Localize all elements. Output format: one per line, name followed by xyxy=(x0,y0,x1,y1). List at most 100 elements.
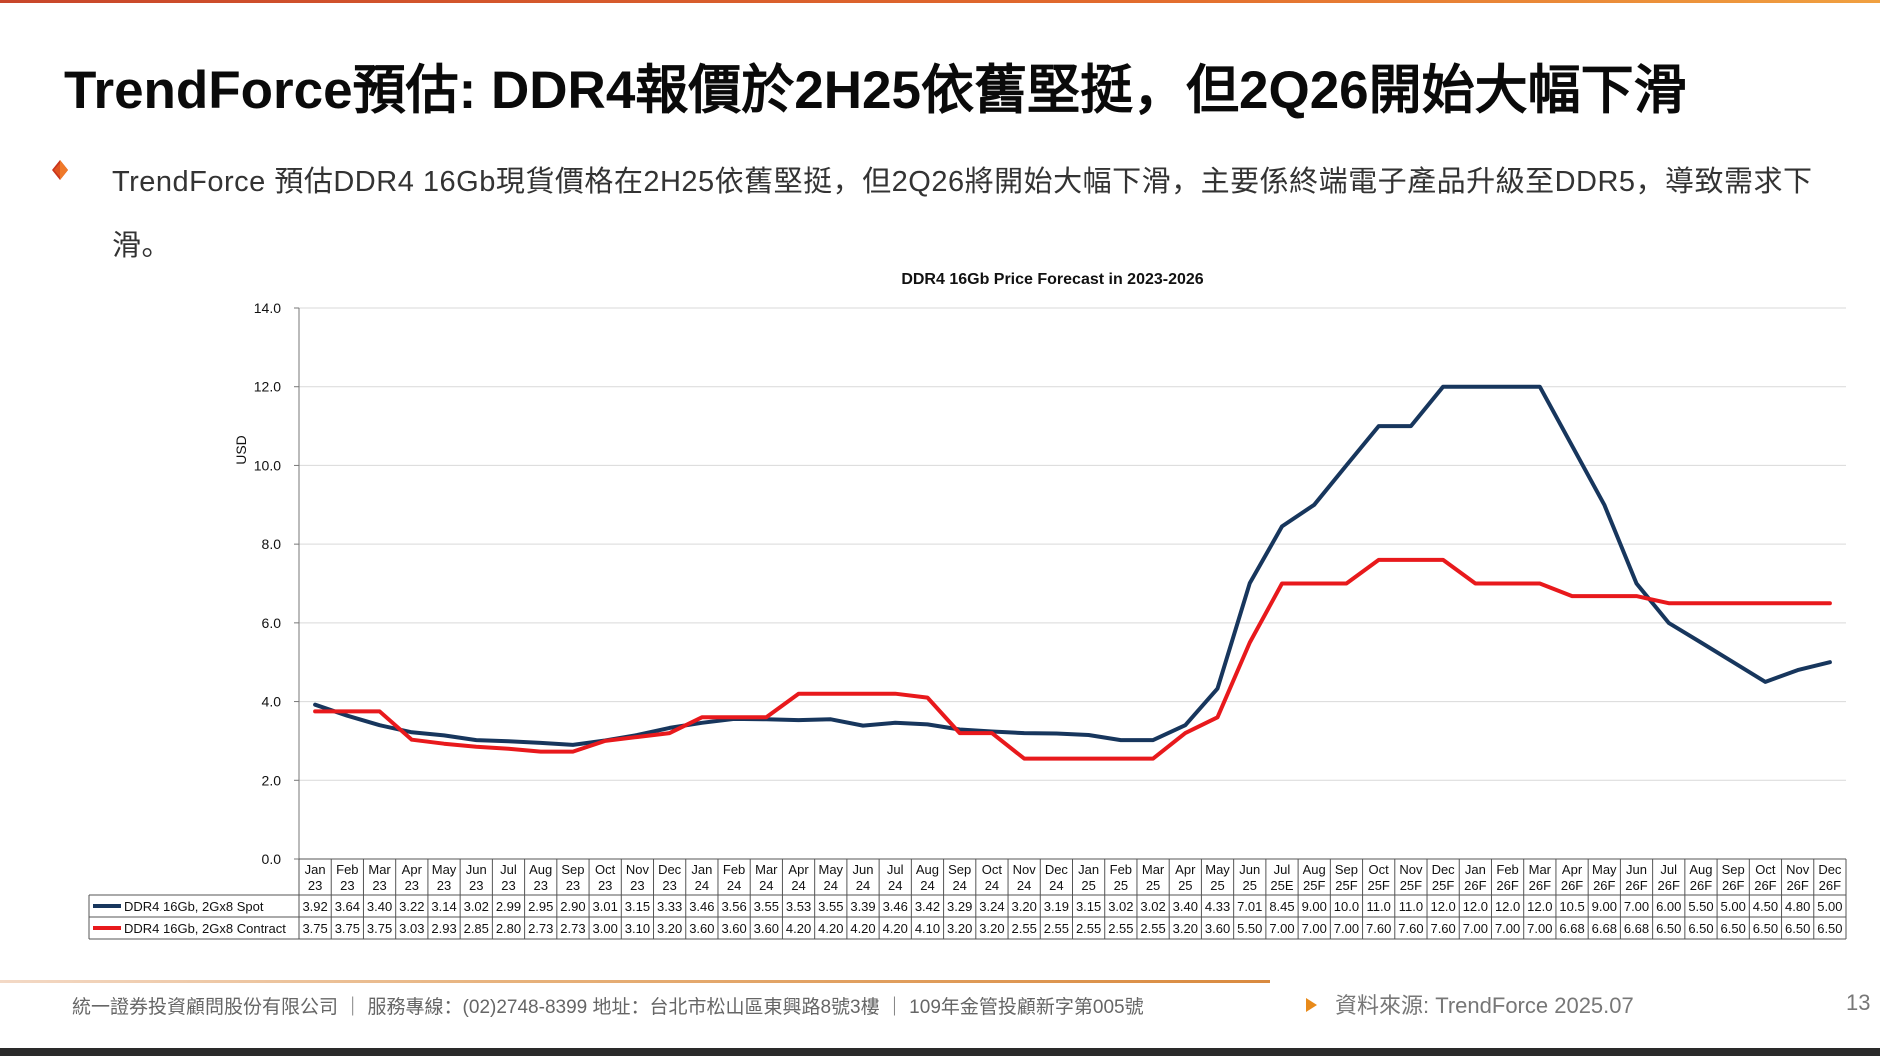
data-label: 3.40 xyxy=(367,899,392,914)
data-label: 4.50 xyxy=(1753,899,1778,914)
data-label: 3.46 xyxy=(883,899,908,914)
data-label: 6.50 xyxy=(1817,921,1842,936)
company-footer: 統一證券投資顧問股份有限公司 ｜ 服務專線：(02)2748-8399 地址：台… xyxy=(72,997,1144,1018)
data-label: 3.40 xyxy=(1173,899,1198,914)
y-tick-label: 14.0 xyxy=(254,300,281,316)
x-tick-label: 23 xyxy=(566,878,580,893)
x-tick-label: 25F xyxy=(1432,878,1454,893)
x-tick-label: Oct xyxy=(1755,862,1776,877)
x-tick-label: 24 xyxy=(759,878,773,893)
x-tick-label: Apr xyxy=(788,862,809,877)
x-tick-label: 26F xyxy=(1593,878,1615,893)
data-label: 5.50 xyxy=(1237,921,1262,936)
arrow-icon xyxy=(1306,998,1317,1013)
x-tick-label: 23 xyxy=(437,878,451,893)
data-label: 3.60 xyxy=(689,921,714,936)
x-tick-label: 26F xyxy=(1464,878,1486,893)
data-label: 6.50 xyxy=(1721,921,1746,936)
data-label: 3.39 xyxy=(850,899,875,914)
x-tick-label: 23 xyxy=(405,878,419,893)
data-label: 6.68 xyxy=(1559,921,1584,936)
data-label: 3.01 xyxy=(593,899,618,914)
data-label: 3.29 xyxy=(947,899,972,914)
data-label: 12.0 xyxy=(1495,899,1520,914)
data-label: 5.00 xyxy=(1817,899,1842,914)
data-label: 4.20 xyxy=(883,921,908,936)
data-label: 3.02 xyxy=(1108,899,1133,914)
x-tick-label: 24 xyxy=(791,878,805,893)
page-number: 13 xyxy=(1846,990,1871,1015)
data-label: 3.14 xyxy=(431,899,456,914)
data-label: 3.92 xyxy=(302,899,327,914)
y-axis-label: USD xyxy=(233,435,249,465)
data-label: 3.64 xyxy=(335,899,360,914)
x-tick-label: Dec xyxy=(1818,862,1842,877)
data-label: 2.55 xyxy=(1076,921,1101,936)
data-label: 6.50 xyxy=(1785,921,1810,936)
x-tick-label: Jun xyxy=(1239,862,1260,877)
x-tick-label: Apr xyxy=(1562,862,1583,877)
data-label: 2.90 xyxy=(560,899,585,914)
x-tick-label: 24 xyxy=(1017,878,1031,893)
data-label: 2.73 xyxy=(560,921,585,936)
data-label: 2.95 xyxy=(528,899,553,914)
x-tick-label: Jan xyxy=(305,862,326,877)
x-tick-label: Aug xyxy=(916,862,939,877)
x-tick-label: Oct xyxy=(982,862,1003,877)
data-label: 2.80 xyxy=(496,921,521,936)
x-tick-label: Jul xyxy=(887,862,904,877)
data-label: 7.00 xyxy=(1495,921,1520,936)
x-tick-label: Mar xyxy=(1529,862,1552,877)
data-label: 6.00 xyxy=(1656,899,1681,914)
x-tick-label: Nov xyxy=(1786,862,1810,877)
data-label: 3.33 xyxy=(657,899,682,914)
bullet-text: TrendForce 預估DDR4 16Gb現貨價格在2H25依舊堅挺，但2Q2… xyxy=(112,166,1813,262)
x-tick-label: 23 xyxy=(662,878,676,893)
x-tick-label: Dec xyxy=(1432,862,1456,877)
slide-title: TrendForce預估: DDR4報價於2H25依舊堅挺，但2Q26開始大幅下… xyxy=(64,61,1687,120)
y-tick-label: 0.0 xyxy=(262,851,282,867)
data-label: 3.22 xyxy=(399,899,424,914)
data-label: 4.20 xyxy=(818,921,843,936)
x-tick-label: 23 xyxy=(340,878,354,893)
x-tick-label: 24 xyxy=(824,878,838,893)
data-label: 2.55 xyxy=(1012,921,1037,936)
x-tick-label: 26F xyxy=(1658,878,1680,893)
data-label: 5.50 xyxy=(1688,899,1713,914)
data-label: 3.00 xyxy=(593,921,618,936)
x-tick-label: Mar xyxy=(368,862,391,877)
x-tick-label: Jan xyxy=(1078,862,1099,877)
chart-title: DDR4 16Gb Price Forecast in 2023-2026 xyxy=(901,271,1203,288)
x-tick-label: 25F xyxy=(1303,878,1325,893)
data-label: 3.42 xyxy=(915,899,940,914)
data-label: 6.68 xyxy=(1624,921,1649,936)
x-tick-label: Sep xyxy=(561,862,584,877)
legend-label: DDR4 16Gb, 2Gx8 Contract xyxy=(124,921,286,936)
data-label: 3.53 xyxy=(786,899,811,914)
data-label: 3.60 xyxy=(721,921,746,936)
x-tick-label: 26F xyxy=(1561,878,1583,893)
y-tick-label: 2.0 xyxy=(262,772,282,788)
data-label: 9.00 xyxy=(1592,899,1617,914)
data-label: 6.50 xyxy=(1688,921,1713,936)
x-tick-label: 26F xyxy=(1819,878,1841,893)
x-tick-label: Jun xyxy=(853,862,874,877)
x-tick-label: 25F xyxy=(1400,878,1422,893)
data-label: 3.03 xyxy=(399,921,424,936)
x-tick-label: 24 xyxy=(695,878,709,893)
x-tick-label: May xyxy=(819,862,844,877)
data-label: 3.20 xyxy=(1012,899,1037,914)
data-label: 3.56 xyxy=(721,899,746,914)
data-label: 3.02 xyxy=(464,899,489,914)
x-tick-label: 25 xyxy=(1081,878,1095,893)
x-tick-label: Dec xyxy=(658,862,682,877)
x-tick-label: 25F xyxy=(1367,878,1389,893)
x-tick-label: 24 xyxy=(727,878,741,893)
x-tick-label: Sep xyxy=(1722,862,1745,877)
data-label: 2.55 xyxy=(1108,921,1133,936)
x-tick-label: Nov xyxy=(626,862,650,877)
x-tick-label: 23 xyxy=(501,878,515,893)
data-label: 11.0 xyxy=(1399,899,1423,914)
x-tick-label: 26F xyxy=(1625,878,1647,893)
y-tick-label: 12.0 xyxy=(254,379,281,395)
